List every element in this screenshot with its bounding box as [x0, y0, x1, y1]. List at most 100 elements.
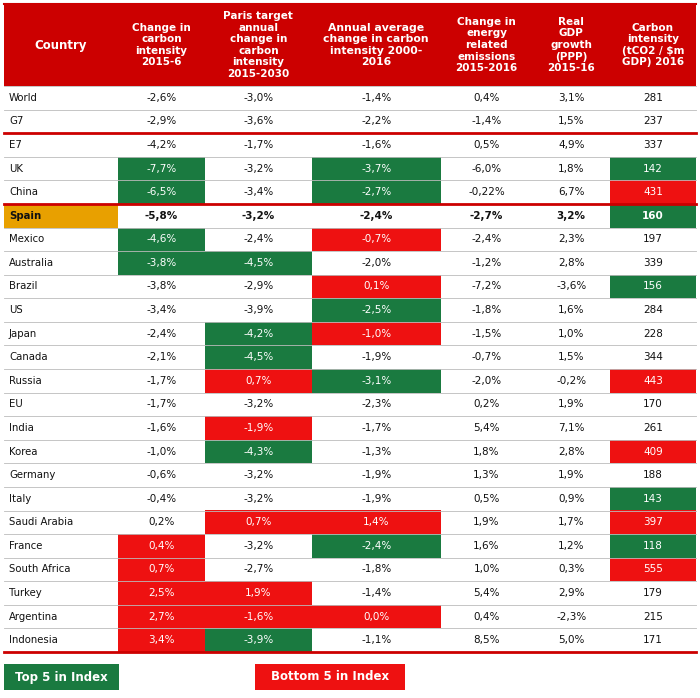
Text: 5,4%: 5,4%: [473, 588, 500, 598]
Bar: [312, 298, 440, 322]
Text: -5,8%: -5,8%: [145, 211, 178, 221]
Text: Brazil: Brazil: [9, 281, 37, 292]
Text: -1,9%: -1,9%: [361, 493, 391, 504]
Text: 160: 160: [642, 211, 664, 221]
Text: -0,7%: -0,7%: [472, 352, 502, 362]
Text: China: China: [9, 187, 38, 197]
Bar: [4, 4, 696, 86]
Text: -3,2%: -3,2%: [241, 211, 275, 221]
Bar: [205, 251, 312, 275]
Text: 1,2%: 1,2%: [558, 541, 584, 551]
Bar: [4, 86, 696, 652]
Bar: [610, 369, 696, 392]
Bar: [610, 510, 696, 534]
Text: 6,7%: 6,7%: [558, 187, 584, 197]
Text: 4,9%: 4,9%: [558, 140, 584, 150]
Text: -4,5%: -4,5%: [243, 258, 274, 268]
Text: -3,9%: -3,9%: [243, 635, 274, 645]
Bar: [205, 369, 312, 392]
Text: -2,5%: -2,5%: [361, 305, 391, 315]
Text: 3,4%: 3,4%: [148, 635, 175, 645]
Text: 2,8%: 2,8%: [558, 258, 584, 268]
Text: 1,4%: 1,4%: [363, 517, 389, 527]
Text: Korea: Korea: [9, 447, 38, 456]
Bar: [118, 157, 205, 180]
Text: 0,7%: 0,7%: [245, 376, 272, 386]
Text: Turkey: Turkey: [9, 588, 42, 598]
Text: -2,9%: -2,9%: [146, 117, 176, 126]
Text: 188: 188: [643, 470, 663, 480]
Text: -2,9%: -2,9%: [243, 281, 274, 292]
Bar: [118, 558, 205, 581]
Text: 1,8%: 1,8%: [473, 447, 500, 456]
Text: -1,8%: -1,8%: [361, 565, 391, 574]
Text: -3,6%: -3,6%: [556, 281, 587, 292]
Bar: [118, 180, 205, 204]
Text: -3,2%: -3,2%: [243, 541, 274, 551]
Bar: [610, 204, 696, 228]
Text: 143: 143: [643, 493, 663, 504]
Text: 1,6%: 1,6%: [473, 541, 500, 551]
Text: -1,7%: -1,7%: [146, 399, 176, 409]
Text: -0,2%: -0,2%: [556, 376, 587, 386]
Bar: [312, 534, 440, 558]
Text: 431: 431: [643, 187, 663, 197]
Text: -2,0%: -2,0%: [361, 258, 391, 268]
Text: -1,2%: -1,2%: [471, 258, 502, 268]
Text: -2,2%: -2,2%: [361, 117, 391, 126]
Text: 1,0%: 1,0%: [473, 565, 500, 574]
Bar: [312, 157, 440, 180]
Bar: [610, 534, 696, 558]
Text: -2,7%: -2,7%: [470, 211, 503, 221]
Text: -2,3%: -2,3%: [556, 611, 587, 622]
Bar: [118, 628, 205, 652]
Text: -1,1%: -1,1%: [361, 635, 391, 645]
Text: Change in
carbon
intensity
2015-6: Change in carbon intensity 2015-6: [132, 22, 191, 68]
Bar: [312, 369, 440, 392]
Text: 1,5%: 1,5%: [558, 352, 584, 362]
Text: -1,8%: -1,8%: [471, 305, 502, 315]
Text: 409: 409: [643, 447, 663, 456]
Bar: [118, 605, 205, 628]
Text: 0,1%: 0,1%: [363, 281, 389, 292]
Text: -1,0%: -1,0%: [361, 329, 391, 339]
Text: -4,5%: -4,5%: [243, 352, 274, 362]
Text: -2,4%: -2,4%: [146, 329, 176, 339]
Text: Indonesia: Indonesia: [9, 635, 58, 645]
Text: -1,7%: -1,7%: [243, 140, 274, 150]
Text: Mexico: Mexico: [9, 235, 44, 244]
Text: -2,4%: -2,4%: [359, 211, 393, 221]
Text: -1,6%: -1,6%: [361, 140, 391, 150]
Text: EU: EU: [9, 399, 22, 409]
Text: Japan: Japan: [9, 329, 37, 339]
Text: -3,8%: -3,8%: [146, 281, 176, 292]
Text: -3,1%: -3,1%: [361, 376, 391, 386]
Text: -3,2%: -3,2%: [243, 493, 274, 504]
Bar: [255, 664, 405, 690]
Text: -2,6%: -2,6%: [146, 93, 176, 103]
Text: -3,6%: -3,6%: [243, 117, 274, 126]
Text: 397: 397: [643, 517, 663, 527]
Bar: [312, 180, 440, 204]
Text: -4,6%: -4,6%: [146, 235, 176, 244]
Bar: [118, 251, 205, 275]
Bar: [205, 440, 312, 463]
Text: 0,4%: 0,4%: [148, 541, 175, 551]
Text: Bottom 5 in Index: Bottom 5 in Index: [271, 671, 389, 683]
Text: 0,9%: 0,9%: [558, 493, 584, 504]
Text: 228: 228: [643, 329, 663, 339]
Text: 1,9%: 1,9%: [558, 399, 584, 409]
Text: 2,8%: 2,8%: [558, 447, 584, 456]
Text: -1,3%: -1,3%: [361, 447, 391, 456]
Text: -3,2%: -3,2%: [243, 470, 274, 480]
Text: 0,4%: 0,4%: [473, 611, 500, 622]
Text: -0,7%: -0,7%: [361, 235, 391, 244]
Text: Annual average
change in carbon
intensity 2000-
2016: Annual average change in carbon intensit…: [323, 22, 429, 68]
Text: -4,2%: -4,2%: [243, 329, 274, 339]
Text: -1,6%: -1,6%: [146, 423, 176, 433]
Text: 1,6%: 1,6%: [558, 305, 584, 315]
Text: 2,9%: 2,9%: [558, 588, 584, 598]
Text: 179: 179: [643, 588, 663, 598]
Text: Change in
energy
related
emissions
2015-2016: Change in energy related emissions 2015-…: [456, 17, 518, 73]
Bar: [118, 581, 205, 605]
